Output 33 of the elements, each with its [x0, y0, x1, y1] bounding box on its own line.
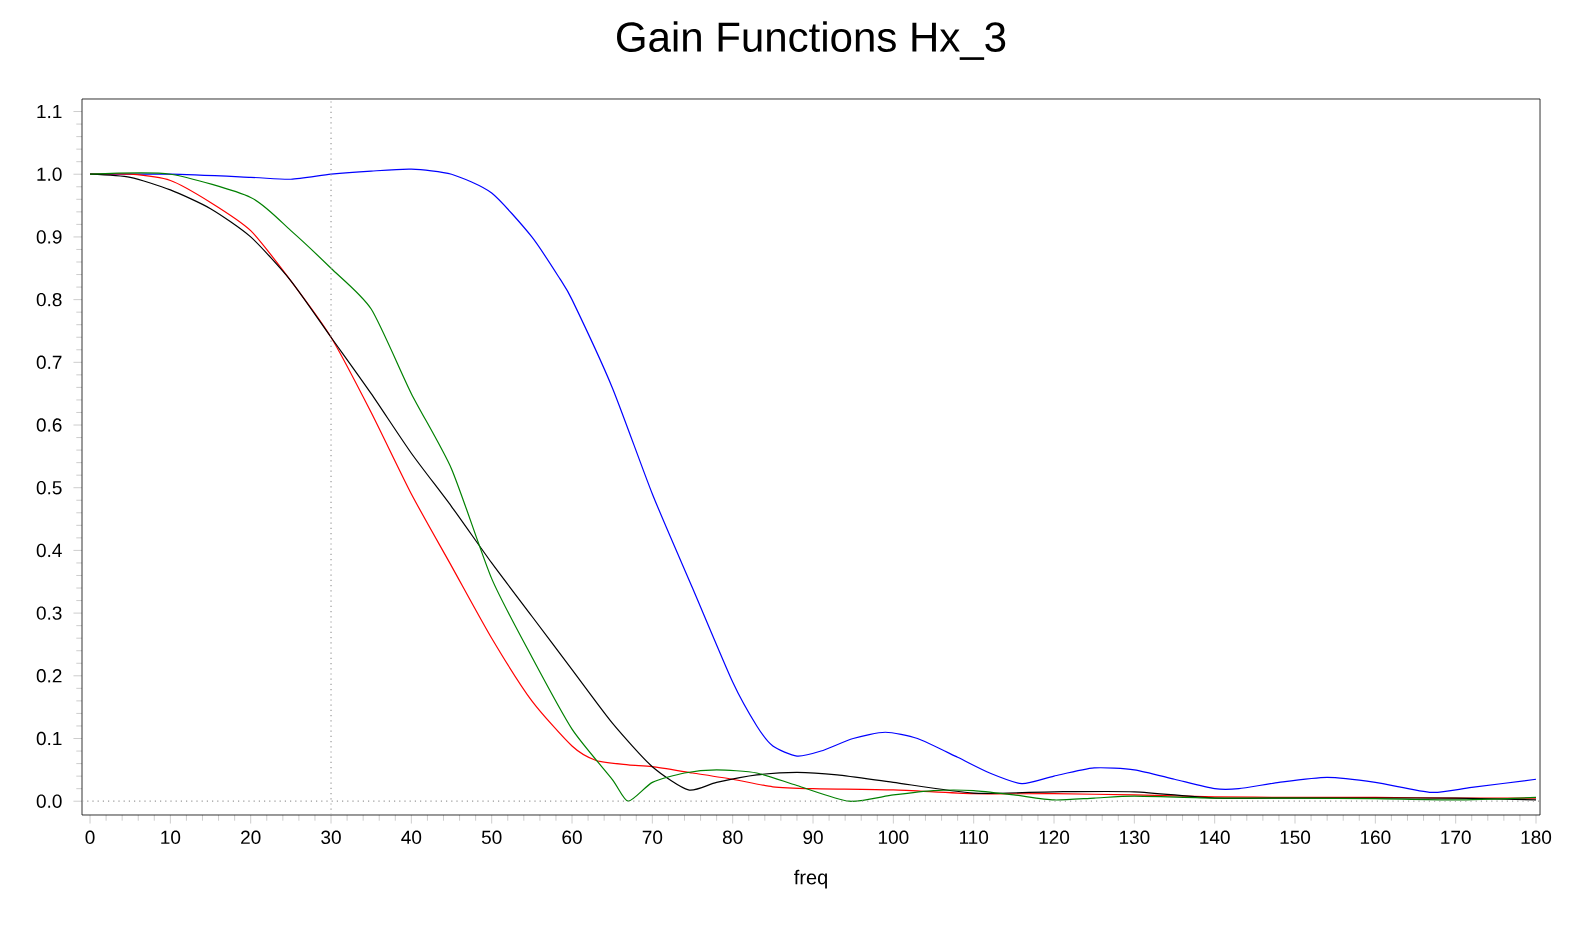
x-tick-label: 0: [85, 830, 95, 845]
x-tick-label: 80: [722, 830, 743, 845]
x-tick-label: 170: [1441, 830, 1471, 845]
x-tick-label: 130: [1119, 830, 1150, 845]
chart-title: Gain Functions Hx_3: [617, 21, 1006, 60]
y-tick-label: 1.1: [37, 104, 62, 119]
x-tick-label: 50: [481, 830, 502, 845]
x-tick-label: 180: [1521, 830, 1552, 845]
x-tick-label: 150: [1280, 830, 1311, 845]
x-tick-label: 40: [401, 830, 422, 845]
y-tick-label: 0.3: [36, 606, 62, 620]
y-tick-label: 0.0: [36, 794, 62, 808]
y-tick-label: 0.4: [36, 543, 62, 558]
y-tick-label: 0.1: [36, 731, 62, 746]
x-tick-label: 30: [321, 830, 341, 845]
y-tick-label: 1.0: [37, 167, 62, 181]
x-tick-label: 10: [161, 830, 181, 845]
x-tick-label: 110: [959, 830, 989, 845]
y-tick-label: 0.8: [36, 292, 62, 307]
x-tick-label: 140: [1200, 830, 1230, 845]
y-tick-label: 0.7: [36, 355, 62, 370]
y-tick-label: 0.5: [36, 480, 62, 495]
x-tick-label: 160: [1360, 830, 1391, 845]
y-tick-label: 0.2: [36, 669, 62, 683]
x-tick-label: 70: [642, 830, 663, 845]
x-tick-label: 120: [1039, 830, 1070, 845]
x-tick-label: 100: [878, 830, 909, 845]
y-tick-label: 0.6: [36, 418, 62, 432]
x-tick-label: 20: [241, 830, 261, 845]
y-tick-label: 0.9: [36, 230, 62, 244]
x-axis-title: freq: [794, 869, 827, 889]
x-tick-label: 60: [562, 830, 582, 845]
x-tick-label: 90: [803, 830, 823, 845]
